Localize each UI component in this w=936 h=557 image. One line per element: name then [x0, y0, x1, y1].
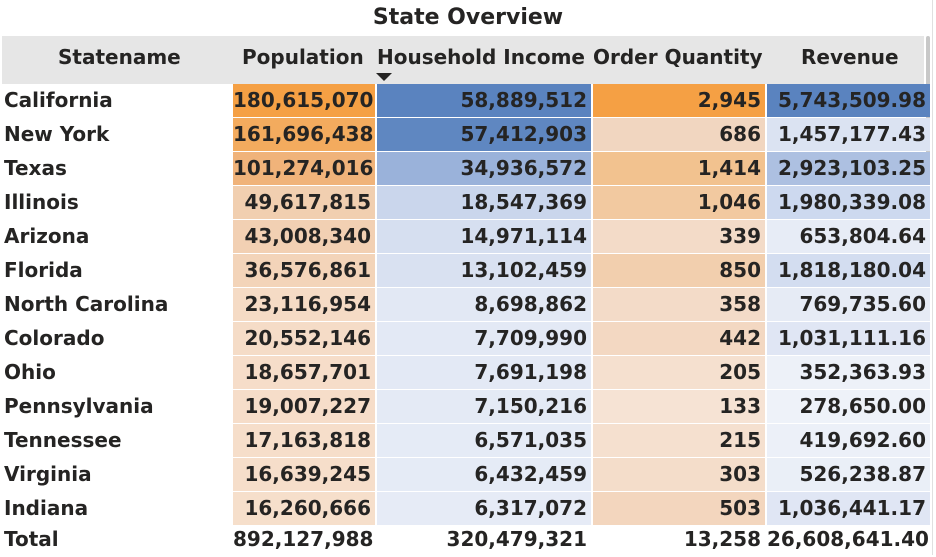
table-row[interactable]: Illinois 49,617,815 18,547,369 1,046 1,980,3…: [0, 186, 930, 220]
total-label: Total: [4, 527, 59, 551]
cell-statename: Texas: [4, 156, 67, 180]
cell-order-quantity: 358: [593, 288, 765, 321]
cell-household-income: 6,571,035: [377, 424, 591, 457]
cell-statename: Virginia: [4, 462, 92, 486]
cell-household-income: 7,709,990: [377, 322, 591, 355]
table-row[interactable]: Arizona 43,008,340 14,971,114 339 653,804.64: [0, 220, 930, 254]
cell-household-income: 18,547,369: [377, 186, 591, 219]
cell-revenue: 278,650.00: [767, 390, 930, 423]
cell-order-quantity: 1,046: [593, 186, 765, 219]
cell-population: 101,274,016: [233, 152, 375, 185]
cell-population: 49,617,815: [233, 186, 375, 219]
cell-revenue: 1,980,339.08: [767, 186, 930, 219]
cell-order-quantity: 133: [593, 390, 765, 423]
cell-population: 161,696,438: [233, 118, 375, 151]
table-row[interactable]: Pennsylvania 19,007,227 7,150,216 133 278,65…: [0, 390, 930, 424]
table-row[interactable]: Indiana 16,260,666 6,317,072 503 1,036,441.1…: [0, 492, 930, 526]
cell-household-income: 57,412,903: [377, 118, 591, 151]
cell-statename: California: [4, 88, 113, 112]
cell-revenue: 1,036,441.17: [767, 492, 930, 525]
table-header: [2, 36, 924, 84]
cell-revenue: 1,031,111.16: [767, 322, 930, 355]
table-row[interactable]: California 180,615,070 58,889,512 2,945 5,74…: [0, 84, 930, 118]
column-header-order-quantity[interactable]: Order Quantity: [593, 45, 763, 69]
cell-order-quantity: 205: [593, 356, 765, 389]
cell-revenue: 2,923,103.25: [767, 152, 930, 185]
cell-statename: North Carolina: [4, 292, 169, 316]
cell-order-quantity: 503: [593, 492, 765, 525]
cell-statename: Indiana: [4, 496, 89, 520]
cell-household-income: 13,102,459: [377, 254, 591, 287]
cell-revenue: 5,743,509.98: [767, 84, 930, 117]
cell-statename: Ohio: [4, 360, 56, 384]
cell-population: 180,615,070: [233, 84, 375, 117]
cell-household-income: 7,150,216: [377, 390, 591, 423]
cell-household-income: 7,691,198: [377, 356, 591, 389]
cell-order-quantity: 339: [593, 220, 765, 253]
column-header-household-income[interactable]: Household Income: [377, 45, 585, 69]
cell-household-income: 6,432,459: [377, 458, 591, 491]
cell-population: 43,008,340: [233, 220, 375, 253]
cell-statename: Tennessee: [4, 428, 122, 452]
cell-order-quantity: 1,414: [593, 152, 765, 185]
cell-statename: Arizona: [4, 224, 90, 248]
total-order-quantity: 13,258: [683, 527, 761, 551]
column-header-population[interactable]: Population: [242, 45, 364, 69]
cell-household-income: 14,971,114: [377, 220, 591, 253]
table-row[interactable]: Virginia 16,639,245 6,432,459 303 526,238.87: [0, 458, 930, 492]
table-row[interactable]: Colorado 20,552,146 7,709,990 442 1,031,111.…: [0, 322, 930, 356]
cell-statename: Florida: [4, 258, 83, 282]
cell-household-income: 6,317,072: [377, 492, 591, 525]
table-row[interactable]: North Carolina 23,116,954 8,698,862 358 769,…: [0, 288, 930, 322]
cell-statename: Illinois: [4, 190, 79, 214]
cell-revenue: 352,363.93: [767, 356, 930, 389]
cell-order-quantity: 442: [593, 322, 765, 355]
total-household-income: 320,479,321: [446, 527, 587, 551]
cell-population: 23,116,954: [233, 288, 375, 321]
visual-border: [932, 0, 933, 555]
table-row[interactable]: Tennessee 17,163,818 6,571,035 215 419,692.6…: [0, 424, 930, 458]
cell-order-quantity: 686: [593, 118, 765, 151]
cell-household-income: 8,698,862: [377, 288, 591, 321]
cell-revenue: 419,692.60: [767, 424, 930, 457]
column-header-revenue[interactable]: Revenue: [801, 45, 899, 69]
total-row: Total 892,127,988 320,479,321 13,258 26,…: [0, 523, 930, 557]
cell-order-quantity: 215: [593, 424, 765, 457]
cell-order-quantity: 303: [593, 458, 765, 491]
cell-revenue: 653,804.64: [767, 220, 930, 253]
cell-population: 17,163,818: [233, 424, 375, 457]
cell-revenue: 769,735.60: [767, 288, 930, 321]
column-header-statename[interactable]: Statename: [58, 45, 181, 69]
table-row[interactable]: Ohio 18,657,701 7,691,198 205 352,363.93: [0, 356, 930, 390]
cell-statename: New York: [4, 122, 110, 146]
table-row[interactable]: Texas 101,274,016 34,936,572 1,414 2,923,103…: [0, 152, 930, 186]
cell-order-quantity: 2,945: [593, 84, 765, 117]
cell-population: 16,260,666: [233, 492, 375, 525]
sort-descending-icon[interactable]: [376, 73, 392, 81]
total-revenue: 26,608,641.40: [767, 527, 929, 551]
cell-population: 18,657,701: [233, 356, 375, 389]
cell-revenue: 1,457,177.43: [767, 118, 930, 151]
cell-population: 19,007,227: [233, 390, 375, 423]
cell-order-quantity: 850: [593, 254, 765, 287]
cell-revenue: 526,238.87: [767, 458, 930, 491]
cell-population: 36,576,861: [233, 254, 375, 287]
cell-statename: Colorado: [4, 326, 105, 350]
table-row[interactable]: Florida 36,576,861 13,102,459 850 1,818,180.…: [0, 254, 930, 288]
cell-revenue: 1,818,180.04: [767, 254, 930, 287]
cell-population: 20,552,146: [233, 322, 375, 355]
visual-title: State Overview: [372, 5, 564, 30]
cell-household-income: 58,889,512: [377, 84, 591, 117]
cell-statename: Pennsylvania: [4, 394, 154, 418]
total-population: 892,127,988: [233, 527, 374, 551]
table-row[interactable]: New York 161,696,438 57,412,903 686 1,457,17…: [0, 118, 930, 152]
cell-household-income: 34,936,572: [377, 152, 591, 185]
cell-population: 16,639,245: [233, 458, 375, 491]
